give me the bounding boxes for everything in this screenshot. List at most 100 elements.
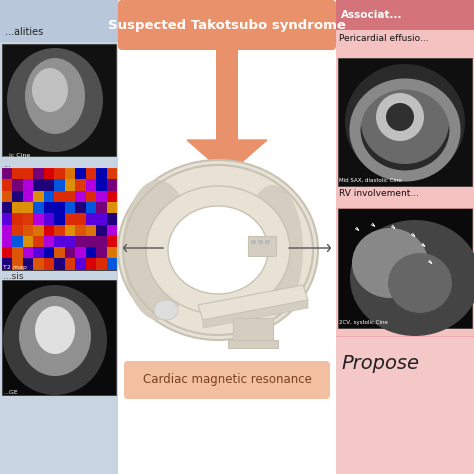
- Bar: [44, 258, 55, 270]
- Text: 2CV, systolic Cine: 2CV, systolic Cine: [339, 320, 388, 325]
- Bar: [86, 258, 97, 270]
- Bar: [107, 179, 118, 191]
- Bar: [2, 168, 12, 179]
- Bar: [23, 213, 34, 225]
- Ellipse shape: [345, 64, 465, 180]
- Text: ...GE: ...GE: [3, 390, 18, 395]
- Polygon shape: [187, 140, 267, 175]
- Bar: [34, 168, 44, 179]
- Bar: [55, 179, 65, 191]
- Bar: [2, 44, 116, 156]
- Bar: [55, 191, 65, 202]
- Text: Cardiac magnetic resonance: Cardiac magnetic resonance: [143, 374, 311, 386]
- Bar: [265, 240, 270, 244]
- Text: Pericardial effusio...: Pericardial effusio...: [339, 34, 428, 43]
- Bar: [97, 213, 107, 225]
- Bar: [75, 213, 86, 225]
- Bar: [2, 258, 12, 270]
- Bar: [12, 202, 23, 213]
- Bar: [65, 258, 75, 270]
- Bar: [86, 168, 97, 179]
- Bar: [97, 168, 107, 179]
- Bar: [12, 225, 23, 236]
- Ellipse shape: [243, 185, 303, 315]
- Bar: [23, 202, 34, 213]
- Bar: [107, 191, 118, 202]
- Ellipse shape: [168, 206, 268, 294]
- Ellipse shape: [352, 228, 428, 298]
- Bar: [86, 202, 97, 213]
- Bar: [0, 0, 118, 42]
- Bar: [75, 202, 86, 213]
- Bar: [2, 247, 12, 258]
- Bar: [2, 168, 116, 270]
- Ellipse shape: [166, 204, 270, 296]
- FancyBboxPatch shape: [124, 361, 330, 399]
- Bar: [86, 236, 97, 247]
- Bar: [251, 240, 256, 244]
- Bar: [336, 0, 474, 474]
- Bar: [23, 168, 34, 179]
- Text: ...: ...: [3, 160, 11, 169]
- Ellipse shape: [118, 160, 318, 340]
- Bar: [97, 247, 107, 258]
- Bar: [107, 258, 118, 270]
- Bar: [55, 213, 65, 225]
- Bar: [97, 236, 107, 247]
- Bar: [23, 258, 34, 270]
- Bar: [12, 213, 23, 225]
- Bar: [107, 225, 118, 236]
- Bar: [55, 225, 65, 236]
- Bar: [34, 247, 44, 258]
- Bar: [2, 280, 116, 395]
- Bar: [216, 46, 238, 140]
- Ellipse shape: [3, 285, 107, 395]
- Bar: [233, 318, 273, 343]
- Ellipse shape: [35, 306, 75, 354]
- Bar: [44, 179, 55, 191]
- Bar: [44, 225, 55, 236]
- Bar: [65, 236, 75, 247]
- Bar: [2, 213, 12, 225]
- Bar: [65, 247, 75, 258]
- Bar: [65, 202, 75, 213]
- Bar: [107, 236, 118, 247]
- Bar: [75, 179, 86, 191]
- Bar: [338, 58, 472, 186]
- Bar: [107, 202, 118, 213]
- Bar: [86, 191, 97, 202]
- Bar: [2, 191, 12, 202]
- Bar: [97, 191, 107, 202]
- Bar: [55, 168, 65, 179]
- Bar: [75, 168, 86, 179]
- Bar: [75, 247, 86, 258]
- Bar: [44, 168, 55, 179]
- Bar: [12, 236, 23, 247]
- Bar: [75, 225, 86, 236]
- Bar: [2, 202, 12, 213]
- Ellipse shape: [386, 103, 414, 131]
- Text: ...ic Cine: ...ic Cine: [3, 153, 30, 158]
- Text: ...alities: ...alities: [5, 27, 43, 37]
- Bar: [12, 258, 23, 270]
- Ellipse shape: [19, 296, 91, 376]
- Bar: [34, 179, 44, 191]
- Ellipse shape: [154, 300, 178, 320]
- Bar: [55, 202, 65, 213]
- Bar: [12, 247, 23, 258]
- Ellipse shape: [361, 80, 449, 164]
- Bar: [34, 258, 44, 270]
- Bar: [86, 225, 97, 236]
- Bar: [248, 236, 276, 256]
- Bar: [23, 191, 34, 202]
- Ellipse shape: [350, 220, 474, 336]
- Text: ...sis: ...sis: [3, 272, 24, 281]
- Bar: [107, 168, 118, 179]
- Bar: [97, 179, 107, 191]
- Bar: [338, 208, 472, 328]
- Ellipse shape: [123, 180, 193, 320]
- Bar: [75, 258, 86, 270]
- Bar: [55, 258, 65, 270]
- Bar: [65, 225, 75, 236]
- Bar: [34, 191, 44, 202]
